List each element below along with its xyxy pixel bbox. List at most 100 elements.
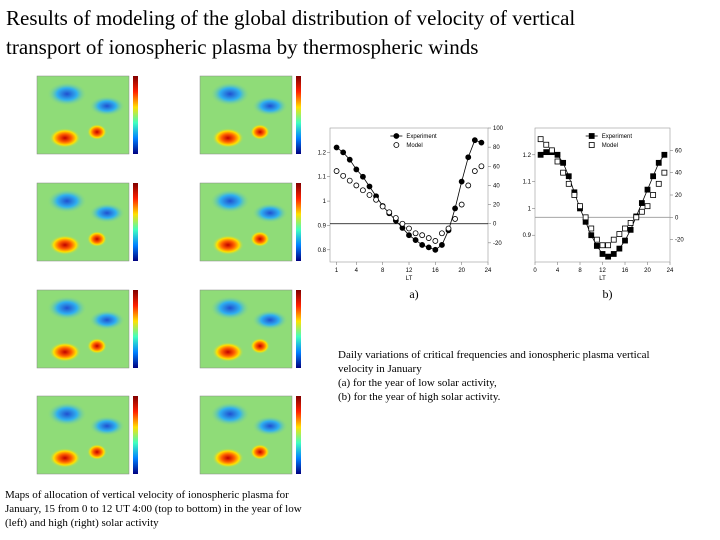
y-tick-label: 0.8	[318, 248, 327, 254]
y2-tick-label: 80	[493, 145, 500, 151]
marker	[478, 163, 485, 170]
marker	[655, 159, 662, 166]
y2-tick-label: 0	[493, 222, 497, 228]
y2-tick-label: 40	[493, 183, 500, 189]
title-line: Results of modeling of the global distri…	[6, 6, 575, 30]
marker	[439, 230, 445, 237]
x-tick-label: 12	[599, 268, 606, 274]
marker	[593, 243, 600, 249]
caption-line: Daily variations of critical frequencies…	[338, 349, 650, 361]
marker	[616, 231, 623, 237]
marker	[425, 244, 432, 251]
marker	[412, 237, 419, 243]
marker	[543, 141, 550, 148]
x-tick-label: 4	[355, 268, 359, 274]
y2-tick-label: 20	[675, 193, 682, 199]
texts: Results of modeling of the global distri…	[5, 6, 650, 529]
y2-tick-label: 60	[493, 164, 500, 170]
y-tick-label: 0.9	[523, 233, 532, 239]
x-tick-label: 24	[667, 268, 674, 274]
marker	[560, 159, 567, 166]
panel-label: b)	[603, 287, 613, 301]
marker	[622, 225, 628, 232]
marker	[465, 154, 472, 161]
marker	[605, 242, 612, 249]
y-tick-label: 1.1	[523, 180, 532, 186]
marker	[373, 196, 379, 203]
chart: 0 4 8 12 16 20 24 0.9 1 1.1 1.2 -20 0 20 40 60 LT b) Exper…	[523, 127, 684, 301]
marker	[471, 137, 478, 144]
marker	[346, 177, 353, 184]
marker	[537, 151, 544, 158]
marker	[610, 236, 617, 243]
marker	[432, 246, 439, 253]
y2-tick-label: 100	[493, 126, 504, 132]
marker	[445, 225, 452, 232]
marker	[399, 220, 406, 227]
marker	[644, 186, 651, 193]
marker	[452, 205, 458, 212]
marker	[340, 149, 347, 156]
marker	[661, 169, 668, 176]
caption-line: Maps of allocation of vertical velocity …	[5, 489, 289, 501]
marker	[627, 226, 634, 233]
legend-marker	[393, 133, 400, 139]
marker	[588, 225, 595, 232]
marker	[599, 251, 606, 257]
marker	[554, 158, 561, 165]
legend-marker	[393, 142, 400, 148]
x-tick-label: 20	[458, 268, 465, 274]
marker	[548, 147, 555, 154]
marker	[452, 216, 458, 222]
legend-label: Experiment	[602, 134, 633, 140]
marker	[588, 232, 595, 239]
marker	[386, 209, 393, 216]
legend-label: Model	[602, 143, 618, 149]
marker	[571, 192, 578, 198]
marker	[644, 203, 651, 210]
marker	[353, 166, 360, 173]
y2-tick-label: -20	[493, 241, 502, 247]
marker	[599, 242, 606, 249]
title-line: transport of ionospheric plasma by therm…	[6, 35, 478, 59]
marker	[419, 242, 426, 248]
marker	[577, 203, 583, 210]
x-axis-label: LT	[599, 276, 606, 282]
marker	[582, 214, 589, 221]
marker	[661, 151, 668, 158]
marker	[593, 236, 600, 243]
marker	[560, 169, 567, 176]
marker	[458, 178, 465, 185]
x-tick-label: 16	[622, 268, 629, 274]
marker	[366, 192, 373, 198]
x-tick-label: 12	[406, 268, 413, 274]
y2-tick-label: 0	[675, 215, 679, 221]
marker	[379, 203, 386, 210]
marker	[419, 232, 426, 239]
x-tick-label: 8	[381, 268, 385, 274]
marker	[366, 183, 373, 190]
marker	[432, 238, 439, 244]
caption-line: (left) and high (right) solar activity	[5, 517, 159, 529]
marker	[650, 173, 657, 180]
caption-line: (b) for the year of high solar activity.	[338, 391, 501, 403]
marker	[565, 173, 572, 180]
marker	[353, 182, 360, 189]
marker	[543, 149, 550, 156]
chart: 1 4 8 12 16 20 24 0.8 0.9 1 1.1 1.2 -20 0 20 40 60 80 100 L…	[318, 126, 504, 301]
x-tick-label: 16	[432, 268, 439, 274]
marker	[340, 172, 347, 179]
y2-tick-label: 20	[493, 203, 500, 209]
marker	[465, 182, 472, 189]
y-tick-label: 1	[323, 199, 327, 205]
x-tick-label: 1	[335, 268, 339, 274]
marker	[360, 173, 366, 180]
marker	[406, 225, 412, 232]
x-axis-label: LT	[406, 276, 413, 282]
y-tick-label: 1.2	[318, 150, 327, 156]
marker	[412, 230, 419, 237]
caption-line: (a) for the year of low solar activity,	[338, 377, 497, 389]
marker	[610, 251, 617, 257]
y-tick-label: 0.9	[318, 223, 327, 229]
